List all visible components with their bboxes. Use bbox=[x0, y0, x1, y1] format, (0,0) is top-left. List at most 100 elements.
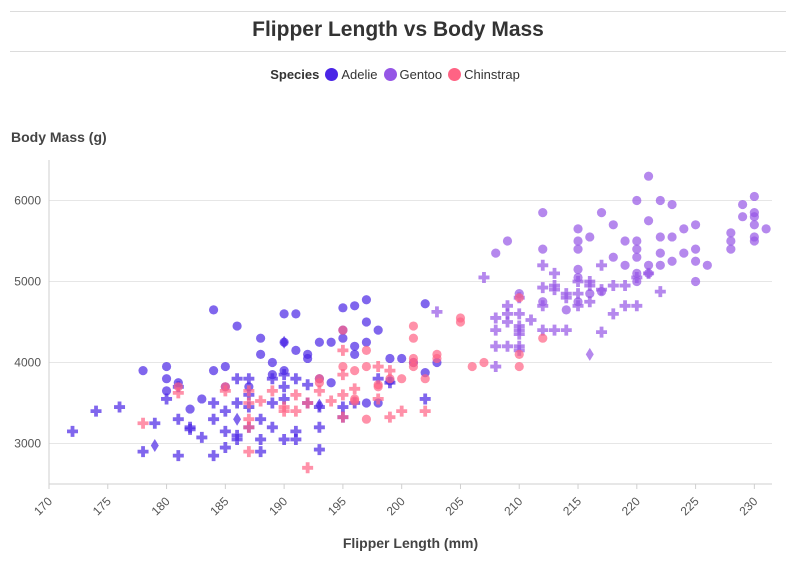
point-gentoo-cross[interactable] bbox=[490, 341, 501, 352]
point-chinstrap-circle[interactable] bbox=[362, 362, 371, 371]
point-adelie-circle[interactable] bbox=[350, 350, 359, 359]
point-gentoo-circle[interactable] bbox=[573, 245, 582, 254]
point-gentoo-circle[interactable] bbox=[679, 249, 688, 258]
point-chinstrap-circle[interactable] bbox=[374, 380, 383, 389]
point-adelie-cross[interactable] bbox=[91, 406, 102, 417]
point-gentoo-cross[interactable] bbox=[490, 325, 501, 336]
point-gentoo-circle[interactable] bbox=[703, 261, 712, 270]
point-gentoo-circle[interactable] bbox=[691, 257, 700, 266]
point-gentoo-circle[interactable] bbox=[667, 232, 676, 241]
point-adelie-cross[interactable] bbox=[255, 414, 266, 425]
point-gentoo-cross[interactable] bbox=[596, 260, 607, 271]
point-adelie-circle[interactable] bbox=[185, 404, 194, 413]
point-chinstrap-circle[interactable] bbox=[362, 415, 371, 424]
point-gentoo-circle[interactable] bbox=[691, 220, 700, 229]
point-gentoo-circle[interactable] bbox=[750, 212, 759, 221]
point-chinstrap-circle[interactable] bbox=[515, 293, 524, 302]
point-adelie-cross[interactable] bbox=[114, 402, 125, 413]
point-chinstrap-circle[interactable] bbox=[350, 396, 359, 405]
point-adelie-cross[interactable] bbox=[196, 432, 207, 443]
point-gentoo-cross[interactable] bbox=[596, 327, 607, 338]
point-chinstrap-cross[interactable] bbox=[302, 398, 313, 409]
point-adelie-diamond[interactable] bbox=[280, 336, 288, 349]
point-chinstrap-cross[interactable] bbox=[314, 385, 325, 396]
point-adelie-circle[interactable] bbox=[221, 362, 230, 371]
point-adelie-circle[interactable] bbox=[338, 334, 347, 343]
point-adelie-cross[interactable] bbox=[232, 398, 243, 409]
point-adelie-cross[interactable] bbox=[173, 450, 184, 461]
point-adelie-circle[interactable] bbox=[197, 394, 206, 403]
point-gentoo-circle[interactable] bbox=[538, 245, 547, 254]
point-adelie-cross[interactable] bbox=[220, 426, 231, 437]
point-adelie-diamond[interactable] bbox=[315, 399, 323, 412]
point-adelie-circle[interactable] bbox=[327, 378, 336, 387]
point-adelie-cross[interactable] bbox=[290, 426, 301, 437]
point-gentoo-cross[interactable] bbox=[431, 306, 442, 317]
point-chinstrap-circle[interactable] bbox=[338, 326, 347, 335]
point-adelie-cross[interactable] bbox=[314, 444, 325, 455]
point-adelie-circle[interactable] bbox=[385, 354, 394, 363]
point-gentoo-circle[interactable] bbox=[738, 212, 747, 221]
point-adelie-cross[interactable] bbox=[220, 406, 231, 417]
point-chinstrap-cross[interactable] bbox=[138, 418, 149, 429]
point-adelie-cross[interactable] bbox=[337, 402, 348, 413]
point-adelie-diamond[interactable] bbox=[151, 439, 159, 452]
point-chinstrap-cross[interactable] bbox=[420, 406, 431, 417]
point-gentoo-cross[interactable] bbox=[526, 314, 537, 325]
point-adelie-circle[interactable] bbox=[362, 317, 371, 326]
point-gentoo-diamond[interactable] bbox=[586, 348, 594, 361]
point-chinstrap-cross[interactable] bbox=[267, 385, 278, 396]
point-chinstrap-circle[interactable] bbox=[409, 362, 418, 371]
point-adelie-circle[interactable] bbox=[232, 321, 241, 330]
point-adelie-cross[interactable] bbox=[161, 393, 172, 404]
point-adelie-circle[interactable] bbox=[209, 366, 218, 375]
point-adelie-cross[interactable] bbox=[67, 426, 78, 437]
point-adelie-cross[interactable] bbox=[267, 398, 278, 409]
point-gentoo-circle[interactable] bbox=[750, 220, 759, 229]
point-gentoo-cross[interactable] bbox=[561, 325, 572, 336]
point-chinstrap-circle[interactable] bbox=[456, 317, 465, 326]
point-adelie-cross[interactable] bbox=[138, 446, 149, 457]
point-chinstrap-circle[interactable] bbox=[515, 350, 524, 359]
point-gentoo-circle[interactable] bbox=[503, 236, 512, 245]
point-gentoo-circle[interactable] bbox=[632, 253, 641, 262]
point-gentoo-circle[interactable] bbox=[491, 249, 500, 258]
point-gentoo-circle[interactable] bbox=[750, 192, 759, 201]
point-adelie-circle[interactable] bbox=[280, 309, 289, 318]
point-adelie-cross[interactable] bbox=[420, 393, 431, 404]
point-chinstrap-circle[interactable] bbox=[468, 362, 477, 371]
point-adelie-circle[interactable] bbox=[327, 338, 336, 347]
point-adelie-circle[interactable] bbox=[362, 398, 371, 407]
point-gentoo-circle[interactable] bbox=[597, 208, 606, 217]
point-gentoo-circle[interactable] bbox=[762, 224, 771, 233]
point-adelie-cross[interactable] bbox=[267, 422, 278, 433]
point-gentoo-circle[interactable] bbox=[632, 236, 641, 245]
point-adelie-circle[interactable] bbox=[362, 295, 371, 304]
point-chinstrap-circle[interactable] bbox=[350, 366, 359, 375]
point-gentoo-cross[interactable] bbox=[584, 296, 595, 307]
point-chinstrap-cross[interactable] bbox=[243, 446, 254, 457]
point-chinstrap-cross[interactable] bbox=[337, 412, 348, 423]
point-adelie-cross[interactable] bbox=[290, 373, 301, 384]
point-adelie-circle[interactable] bbox=[291, 309, 300, 318]
point-chinstrap-circle[interactable] bbox=[421, 374, 430, 383]
point-gentoo-cross[interactable] bbox=[502, 341, 513, 352]
point-gentoo-cross[interactable] bbox=[514, 308, 525, 319]
point-gentoo-circle[interactable] bbox=[667, 257, 676, 266]
point-chinstrap-cross[interactable] bbox=[290, 389, 301, 400]
point-gentoo-cross[interactable] bbox=[549, 325, 560, 336]
point-chinstrap-circle[interactable] bbox=[397, 374, 406, 383]
point-adelie-circle[interactable] bbox=[303, 350, 312, 359]
point-chinstrap-circle[interactable] bbox=[409, 321, 418, 330]
point-adelie-circle[interactable] bbox=[138, 366, 147, 375]
point-gentoo-cross[interactable] bbox=[620, 300, 631, 311]
point-gentoo-circle[interactable] bbox=[726, 228, 735, 237]
point-gentoo-circle[interactable] bbox=[656, 196, 665, 205]
point-adelie-circle[interactable] bbox=[421, 299, 430, 308]
point-chinstrap-circle[interactable] bbox=[515, 362, 524, 371]
point-adelie-cross[interactable] bbox=[208, 398, 219, 409]
point-adelie-circle[interactable] bbox=[374, 326, 383, 335]
point-gentoo-circle[interactable] bbox=[726, 245, 735, 254]
point-adelie-cross[interactable] bbox=[208, 450, 219, 461]
point-gentoo-circle[interactable] bbox=[667, 200, 676, 209]
